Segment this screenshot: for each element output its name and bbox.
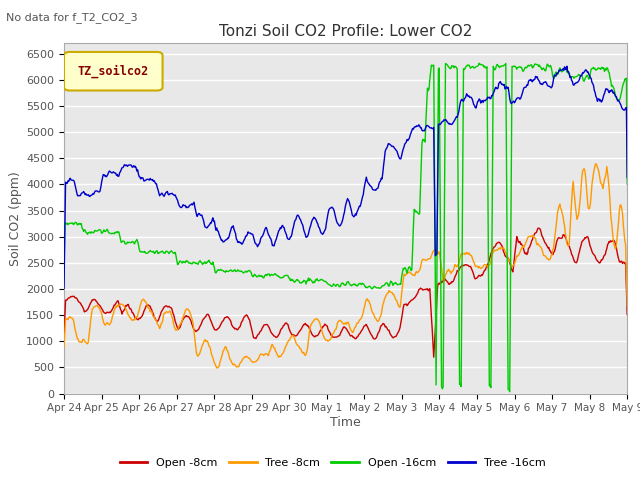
Legend: Open -8cm, Tree -8cm, Open -16cm, Tree -16cm: Open -8cm, Tree -8cm, Open -16cm, Tree -… bbox=[115, 453, 550, 472]
Y-axis label: Soil CO2 (ppm): Soil CO2 (ppm) bbox=[9, 171, 22, 266]
Text: No data for f_T2_CO2_3: No data for f_T2_CO2_3 bbox=[6, 12, 138, 23]
Text: TZ_soilco2: TZ_soilco2 bbox=[77, 64, 148, 78]
X-axis label: Time: Time bbox=[330, 416, 361, 429]
FancyBboxPatch shape bbox=[64, 52, 163, 91]
Title: Tonzi Soil CO2 Profile: Lower CO2: Tonzi Soil CO2 Profile: Lower CO2 bbox=[219, 24, 472, 39]
